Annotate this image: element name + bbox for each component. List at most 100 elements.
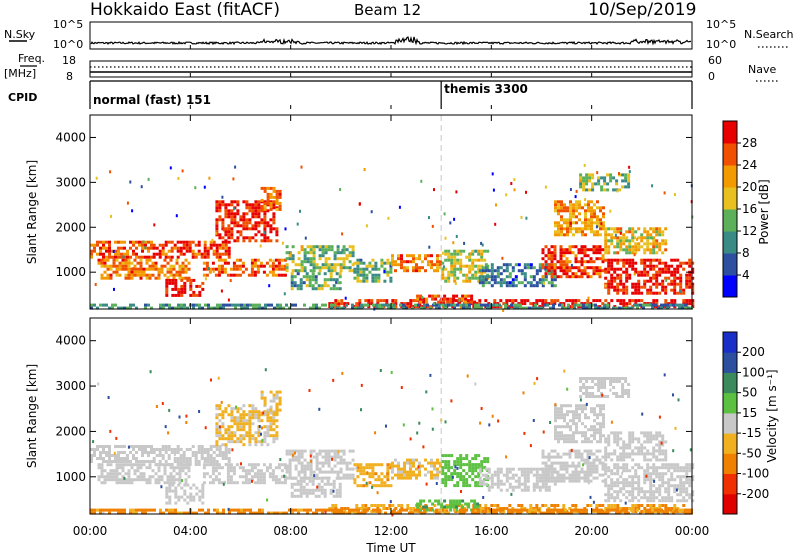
scatter-cell — [104, 475, 107, 478]
scatter-cell — [245, 431, 248, 434]
scatter-cell — [382, 299, 385, 302]
scatter-cell — [227, 428, 230, 431]
scatter-cell — [613, 251, 616, 254]
scatter-cell — [628, 245, 631, 248]
noise-point — [505, 193, 507, 196]
scatter-cell — [104, 271, 107, 274]
scatter-cell — [128, 259, 131, 262]
scatter-cell — [581, 269, 584, 272]
scatter-cell — [599, 450, 602, 453]
scatter-cell — [646, 271, 649, 274]
scatter-cell — [346, 465, 349, 468]
scatter-cell — [581, 440, 584, 443]
scatter-cell — [655, 490, 658, 493]
scatter-cell — [631, 466, 634, 469]
scatter-cell — [430, 254, 433, 257]
scatter-cell — [539, 263, 542, 266]
scatter-cell — [551, 468, 554, 471]
scatter-cell — [254, 481, 257, 484]
scatter-cell — [563, 416, 566, 419]
scatter-cell — [116, 259, 119, 262]
scatter-cell — [664, 481, 667, 484]
scatter-cell — [584, 221, 587, 224]
scatter-cell — [416, 298, 419, 301]
scatter-cell — [215, 221, 218, 224]
scatter-cell — [554, 254, 557, 257]
scatter-cell — [289, 471, 292, 474]
scatter-cell — [459, 475, 462, 478]
scatter-cell — [198, 285, 201, 288]
scatter-cell — [353, 262, 356, 265]
scatter-cell — [242, 262, 245, 265]
scatter-cell — [450, 271, 453, 274]
scatter-cell — [581, 230, 584, 233]
scatter-cell — [560, 456, 563, 459]
scatter-cell — [590, 215, 593, 218]
scatter-cell — [506, 275, 509, 278]
scatter-cell — [227, 209, 230, 212]
scatter-cell — [291, 486, 294, 489]
scatter-cell — [485, 269, 488, 272]
scatter-cell — [257, 215, 260, 218]
scatter-cell — [359, 274, 362, 277]
scatter-cell — [303, 304, 306, 307]
scatter-cell — [661, 239, 664, 242]
scatter-cell — [294, 281, 297, 284]
scatter-cell — [511, 299, 514, 302]
scatter-cell — [353, 463, 356, 466]
scatter-cell — [596, 422, 599, 425]
scatter-cell — [218, 407, 221, 410]
scatter-cell — [134, 478, 137, 481]
scatter-cell — [585, 304, 588, 307]
noise-point — [208, 267, 210, 270]
scatter-cell — [198, 244, 201, 247]
scatter-cell — [248, 416, 251, 419]
scatter-cell — [269, 466, 272, 469]
velocity-scatter — [90, 368, 694, 516]
scatter-cell — [371, 475, 374, 478]
scatter-cell — [164, 472, 167, 475]
scatter-cell — [553, 504, 556, 507]
scatter-cell — [345, 304, 348, 307]
scatter-cell — [104, 265, 107, 268]
scatter-cell — [251, 422, 254, 425]
scatter-cell — [631, 431, 634, 434]
scatter-cell — [685, 277, 688, 280]
scatter-cell — [575, 215, 578, 218]
scatter-cell — [670, 283, 673, 286]
scatter-cell — [613, 227, 616, 230]
scatter-cell — [682, 496, 685, 499]
scatter-cell — [557, 200, 560, 203]
scatter-cell — [123, 445, 126, 448]
scatter-cell — [640, 299, 643, 302]
scatter-cell — [201, 448, 204, 451]
scatter-cell — [452, 506, 455, 509]
scatter-cell — [343, 507, 346, 510]
scatter-cell — [227, 440, 230, 443]
scatter-cell — [324, 489, 327, 492]
scatter-cell — [649, 265, 652, 268]
scatter-cell — [661, 286, 664, 289]
scatter-cell — [600, 188, 603, 191]
scatter-cell — [585, 188, 588, 191]
scatter-cell — [316, 245, 319, 248]
scatter-cell — [286, 263, 289, 266]
scatter-cell — [512, 468, 515, 471]
scatter-cell — [129, 304, 132, 307]
scatter-cell — [224, 206, 227, 209]
scatter-cell — [158, 277, 161, 280]
scatter-cell — [599, 233, 602, 236]
scatter-cell — [582, 383, 585, 386]
colorbar-tick-label: 8 — [742, 246, 750, 260]
scatter-cell — [242, 215, 245, 218]
scatter-cell — [682, 262, 685, 265]
scatter-cell — [170, 274, 173, 277]
scatter-cell — [604, 227, 607, 230]
scatter-cell — [625, 466, 628, 469]
scatter-cell — [443, 500, 446, 503]
scatter-cell — [625, 446, 628, 449]
scatter-cell — [245, 206, 248, 209]
scatter-cell — [126, 256, 129, 259]
scatter-cell — [159, 256, 162, 259]
scatter-cell — [597, 377, 600, 380]
